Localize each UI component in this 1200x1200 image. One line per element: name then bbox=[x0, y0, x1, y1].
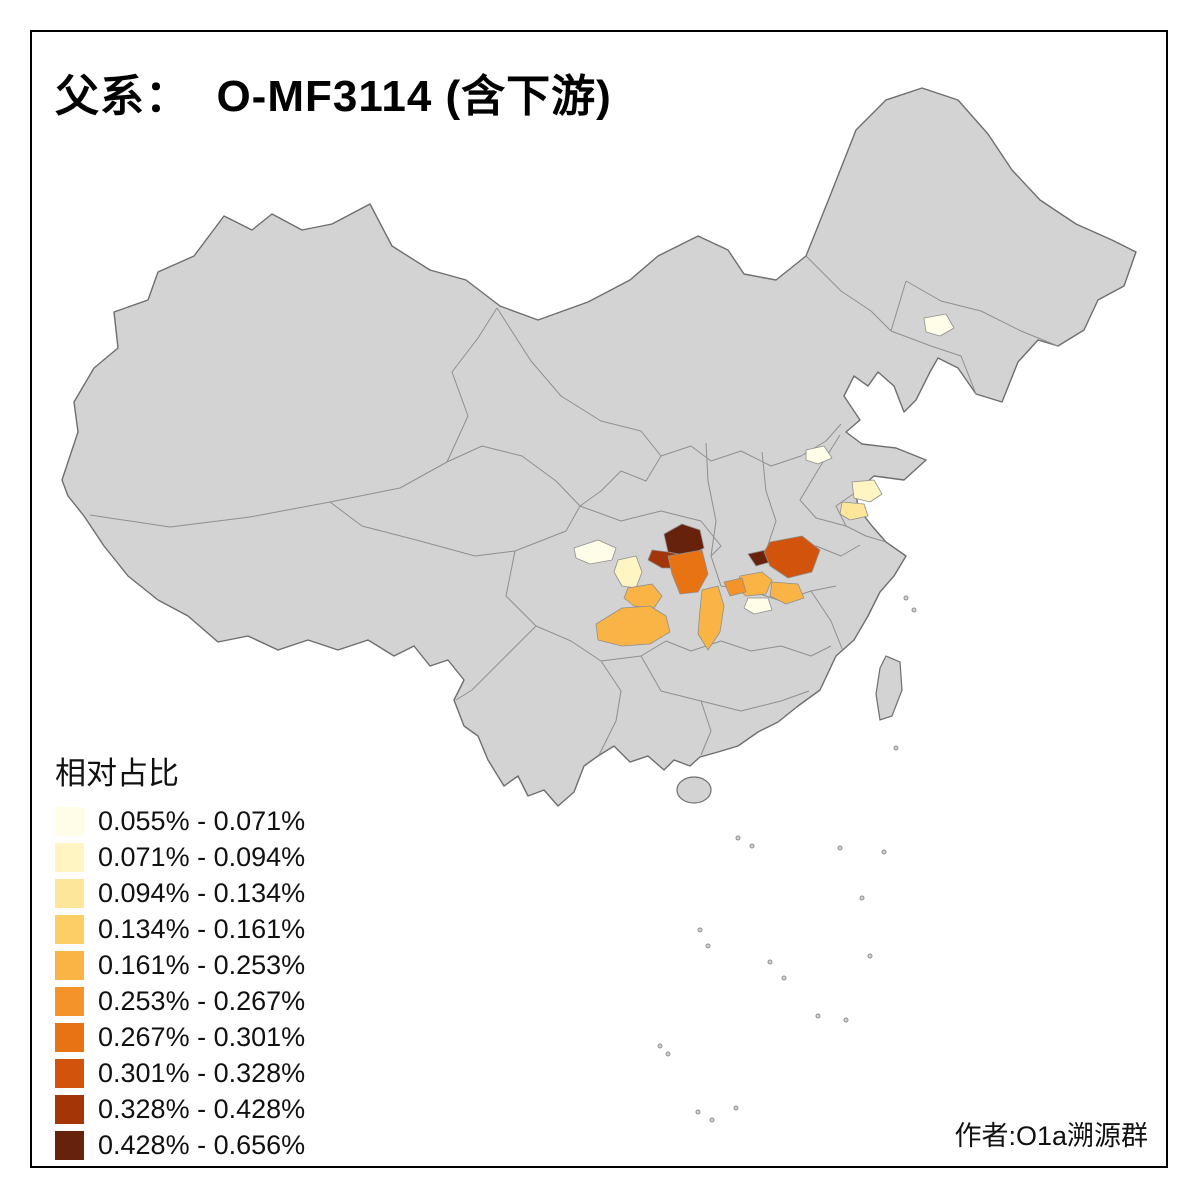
legend-item: 0.161% - 0.253% bbox=[55, 951, 305, 980]
south-china-sea-islets bbox=[657, 595, 917, 1123]
legend-swatch bbox=[55, 1095, 84, 1124]
choropleth-region bbox=[923, 313, 955, 337]
legend-label: 0.094% - 0.134% bbox=[98, 878, 306, 908]
highlighted-regions bbox=[573, 313, 955, 651]
choropleth-region bbox=[851, 479, 883, 503]
hainan-island bbox=[676, 776, 712, 804]
legend-swatch bbox=[55, 915, 84, 944]
legend-swatch bbox=[55, 879, 84, 908]
choropleth-region bbox=[805, 445, 833, 465]
choropleth-region bbox=[769, 581, 805, 605]
legend-swatch bbox=[55, 807, 84, 836]
legend-label: 0.328% - 0.428% bbox=[98, 1094, 306, 1124]
choropleth-region bbox=[667, 549, 709, 595]
legend-swatch bbox=[55, 987, 84, 1016]
legend-item: 0.328% - 0.428% bbox=[55, 1095, 305, 1124]
choropleth-region bbox=[573, 539, 617, 565]
legend-item: 0.301% - 0.328% bbox=[55, 1059, 305, 1088]
legend-swatch bbox=[55, 951, 84, 980]
legend-label: 0.055% - 0.071% bbox=[98, 806, 306, 836]
legend-item: 0.267% - 0.301% bbox=[55, 1023, 305, 1052]
legend-label: 0.253% - 0.267% bbox=[98, 986, 306, 1016]
legend-title: 相对占比 bbox=[55, 756, 179, 791]
legend-label: 0.071% - 0.094% bbox=[98, 842, 306, 872]
choropleth-region bbox=[763, 535, 821, 579]
legend-label: 0.428% - 0.656% bbox=[98, 1130, 306, 1160]
attribution: 作者:O1a溯源群 bbox=[954, 1121, 1148, 1151]
legend-swatch bbox=[55, 843, 84, 872]
mainland-china-shape bbox=[61, 87, 1137, 807]
page-title: 父系： O-MF3114 (含下游) bbox=[55, 72, 612, 121]
taiwan-island bbox=[875, 655, 903, 721]
legend-label: 0.161% - 0.253% bbox=[98, 950, 306, 980]
legend-item: 0.071% - 0.094% bbox=[55, 843, 305, 872]
legend-item: 0.253% - 0.267% bbox=[55, 987, 305, 1016]
legend-item: 0.055% - 0.071% bbox=[55, 807, 305, 836]
legend-swatch bbox=[55, 1131, 84, 1160]
legend: 相对占比 0.055% - 0.071% 0.071% - 0.094% 0.0… bbox=[55, 748, 305, 1167]
choropleth-region bbox=[697, 585, 725, 651]
legend-label: 0.267% - 0.301% bbox=[98, 1022, 306, 1052]
legend-label: 0.134% - 0.161% bbox=[98, 914, 306, 944]
choropleth-region bbox=[839, 501, 869, 521]
choropleth-region bbox=[623, 583, 663, 609]
choropleth-region bbox=[743, 597, 773, 615]
legend-item: 0.428% - 0.656% bbox=[55, 1131, 305, 1160]
legend-item: 0.094% - 0.134% bbox=[55, 879, 305, 908]
province-borders bbox=[89, 255, 1059, 756]
legend-item: 0.134% - 0.161% bbox=[55, 915, 305, 944]
legend-swatch bbox=[55, 1023, 84, 1052]
legend-swatch bbox=[55, 1059, 84, 1088]
choropleth-region bbox=[595, 605, 671, 647]
choropleth-region bbox=[723, 577, 747, 597]
legend-label: 0.301% - 0.328% bbox=[98, 1058, 306, 1088]
